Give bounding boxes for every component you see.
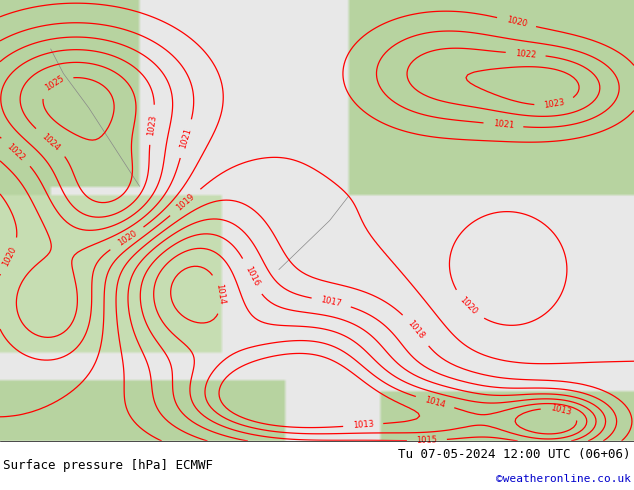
Text: 1020: 1020 [116, 229, 138, 248]
Text: 1022: 1022 [515, 49, 536, 59]
Text: 1020: 1020 [458, 295, 479, 317]
Text: 1023: 1023 [543, 98, 566, 110]
Text: 1025: 1025 [43, 74, 65, 93]
Text: ©weatheronline.co.uk: ©weatheronline.co.uk [496, 474, 631, 484]
Text: 1018: 1018 [406, 319, 426, 341]
Text: 1020: 1020 [1, 245, 18, 268]
Text: 1019: 1019 [174, 192, 196, 213]
Text: 1021: 1021 [493, 120, 514, 130]
Text: 1013: 1013 [353, 420, 374, 430]
Text: 1016: 1016 [243, 265, 261, 288]
Text: Surface pressure [hPa] ECMWF: Surface pressure [hPa] ECMWF [3, 459, 213, 472]
Text: 1014: 1014 [424, 395, 446, 409]
Text: 1013: 1013 [550, 403, 572, 417]
Text: 1024: 1024 [40, 131, 61, 152]
Text: 1014: 1014 [214, 283, 226, 305]
Text: 1017: 1017 [320, 295, 342, 309]
Text: 1021: 1021 [179, 127, 193, 150]
Text: 1023: 1023 [146, 114, 158, 136]
Text: 1020: 1020 [505, 15, 527, 29]
Text: Tu 07-05-2024 12:00 UTC (06+06): Tu 07-05-2024 12:00 UTC (06+06) [398, 448, 631, 461]
Text: 1022: 1022 [5, 142, 27, 163]
Bar [0, 441, 634, 490]
Text: 1015: 1015 [417, 436, 437, 445]
